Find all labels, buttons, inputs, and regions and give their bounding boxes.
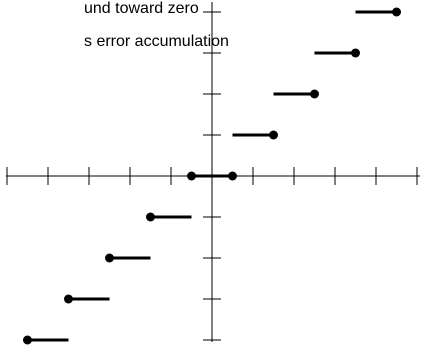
closed-endpoint-dot	[146, 212, 155, 222]
closed-endpoint-dot	[105, 253, 114, 263]
closed-endpoint-dot	[269, 130, 278, 140]
closed-endpoint-dot	[23, 335, 32, 345]
closed-endpoint-dot	[64, 294, 73, 304]
closed-endpoint-dot	[187, 171, 196, 181]
closed-endpoint-dot	[392, 7, 401, 17]
caption-line-1: und toward zero	[84, 0, 199, 17]
closed-endpoint-dot	[228, 171, 237, 181]
closed-endpoint-dot	[310, 89, 319, 99]
caption-line-2: s error accumulation	[84, 33, 229, 50]
closed-endpoint-dot	[351, 48, 360, 58]
